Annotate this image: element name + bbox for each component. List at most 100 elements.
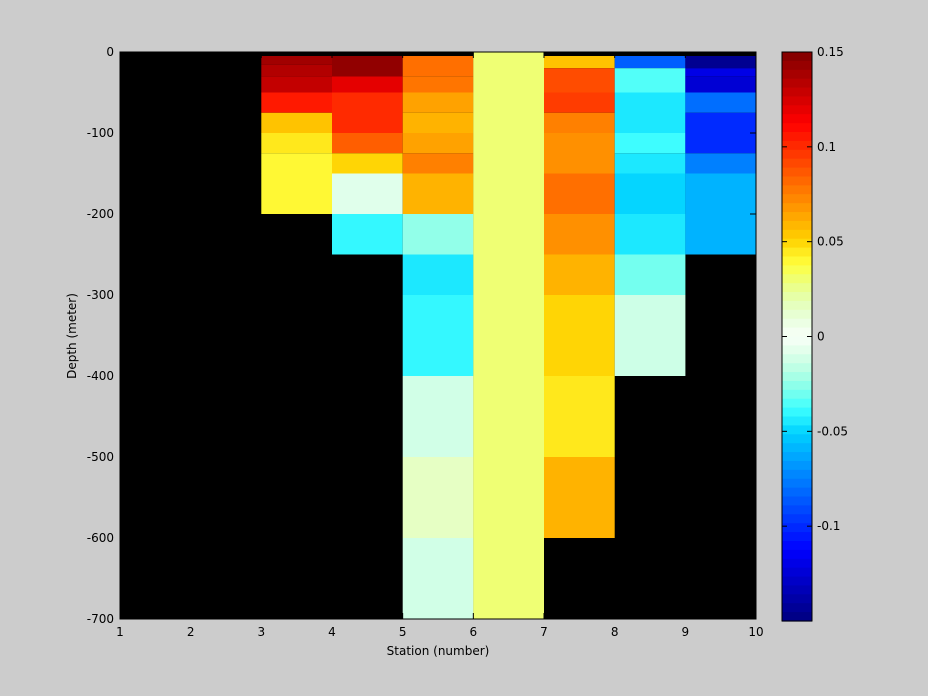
x-tick-label: 4 — [328, 625, 336, 639]
heatmap-cell — [402, 112, 474, 134]
colorbar-stripe — [782, 167, 812, 178]
colorbar-stripe — [782, 612, 812, 622]
colorbar-tick-label: 0.1 — [817, 140, 836, 154]
heatmap-cell — [614, 68, 686, 93]
colorbar-tick-label: 0.15 — [817, 45, 844, 59]
heatmap-cells — [261, 52, 756, 619]
colorbar-stripe — [782, 496, 812, 507]
colorbar-stripe — [782, 443, 812, 453]
x-axis-label: Station (number) — [387, 644, 490, 658]
heatmap-cell — [402, 376, 474, 457]
heatmap-cell — [685, 92, 756, 113]
colorbar-tick-label: 0 — [817, 330, 825, 344]
colorbar-stripe — [782, 274, 812, 284]
colorbar-stripe — [782, 372, 812, 382]
colorbar-stripe — [782, 460, 812, 471]
heatmap-cell — [544, 376, 615, 457]
colorbar-stripe — [782, 140, 812, 151]
colorbar-stripe — [782, 105, 812, 115]
heatmap-cell — [402, 295, 474, 376]
colorbar-stripe — [782, 603, 812, 613]
heatmap-cell — [614, 92, 686, 133]
x-tick-label: 7 — [540, 625, 548, 639]
y-tick-label: -300 — [87, 288, 114, 302]
colorbar-stripe — [782, 345, 812, 355]
heatmap-cell — [544, 56, 615, 69]
colorbar-stripe — [782, 132, 812, 142]
heatmap-cell — [544, 295, 615, 376]
heatmap-cell — [332, 56, 403, 77]
colorbar-stripe — [782, 69, 812, 80]
heatmap-cell — [614, 254, 686, 295]
heatmap-cell — [261, 173, 332, 214]
colorbar: 0.15 0.1 0.05 0 -0.05 -0.1 — [781, 45, 848, 622]
colorbar-stripe — [782, 425, 812, 435]
colorbar-stripe — [782, 265, 812, 275]
colorbar-stripe — [782, 478, 812, 489]
heatmap-cell — [261, 133, 332, 154]
heatmap-cell — [332, 92, 403, 133]
heatmap-cell — [544, 254, 615, 295]
colorbar-stripe — [782, 469, 812, 480]
colorbar-stripe — [782, 558, 812, 569]
colorbar-stripe — [782, 300, 812, 311]
heatmap-cell — [544, 214, 615, 255]
colorbar-stripe — [782, 434, 812, 444]
colorbar-stripe — [782, 78, 812, 89]
colorbar-stripe — [782, 398, 812, 409]
heatmap-cell — [402, 538, 474, 619]
heatmap-cell — [685, 76, 756, 93]
colorbar-stripe — [782, 238, 812, 249]
colorbar-stripe — [782, 452, 812, 462]
colorbar-stripe — [782, 380, 812, 391]
heatmap-cell — [261, 76, 332, 93]
y-tick-label: -400 — [87, 369, 114, 383]
heatmap-cell — [614, 56, 686, 69]
colorbar-tick-label: 0.05 — [817, 235, 844, 249]
colorbar-stripe — [782, 363, 812, 373]
y-tick-label: -200 — [87, 207, 114, 221]
colorbar-stripe — [782, 256, 812, 266]
x-axis-ticks: 1 2 3 4 5 6 7 8 9 10 — [116, 52, 764, 639]
colorbar-stripe — [782, 185, 812, 195]
heatmap-cell — [614, 173, 686, 214]
y-axis-ticks: 0 -100 -200 -300 -400 -500 -600 -700 — [87, 45, 756, 626]
heatmap-cell — [402, 92, 474, 113]
heatmap-cell — [261, 153, 332, 174]
colorbar-stripe — [782, 567, 812, 578]
y-axis-label: Depth (meter) — [65, 293, 79, 379]
colorbar-stripe — [782, 594, 812, 604]
colorbar-stripe — [782, 576, 812, 587]
y-tick-label: -700 — [87, 612, 114, 626]
colorbar-stripe — [782, 309, 812, 320]
colorbar-stripe — [782, 247, 812, 258]
colorbar-stripe — [782, 292, 812, 302]
colorbar-stripe — [782, 52, 812, 62]
heatmap-cell — [544, 112, 615, 134]
heatmap-cell — [685, 56, 756, 69]
colorbar-stripe — [782, 487, 812, 498]
colorbar-ticks: 0.15 0.1 0.05 0 -0.05 -0.1 — [782, 45, 848, 533]
colorbar-stripe — [782, 149, 812, 160]
colorbar-stripe — [782, 283, 812, 293]
colorbar-stripe — [782, 585, 812, 595]
heatmap-cell — [261, 56, 332, 65]
heatmap-cell — [544, 457, 615, 538]
heatmap-cell — [332, 76, 403, 93]
colorbar-stripe — [782, 532, 812, 542]
colorbar-stripe — [782, 229, 812, 240]
colorbar-stripe — [782, 194, 812, 204]
colorbar-tick-label: -0.1 — [817, 519, 840, 533]
colorbar-stripe — [782, 505, 812, 515]
heatmap-cell — [402, 173, 474, 214]
heatmap-cell — [544, 92, 615, 113]
heatmap-cell — [402, 56, 474, 77]
heatmap-cell — [402, 133, 474, 154]
colorbar-stripe — [782, 523, 812, 533]
heatmap-cell — [544, 68, 615, 93]
heatmap-cell — [685, 112, 756, 154]
heatmap-cell — [332, 173, 403, 214]
heatmap-cell — [614, 214, 686, 255]
colorbar-stripe — [782, 540, 812, 551]
